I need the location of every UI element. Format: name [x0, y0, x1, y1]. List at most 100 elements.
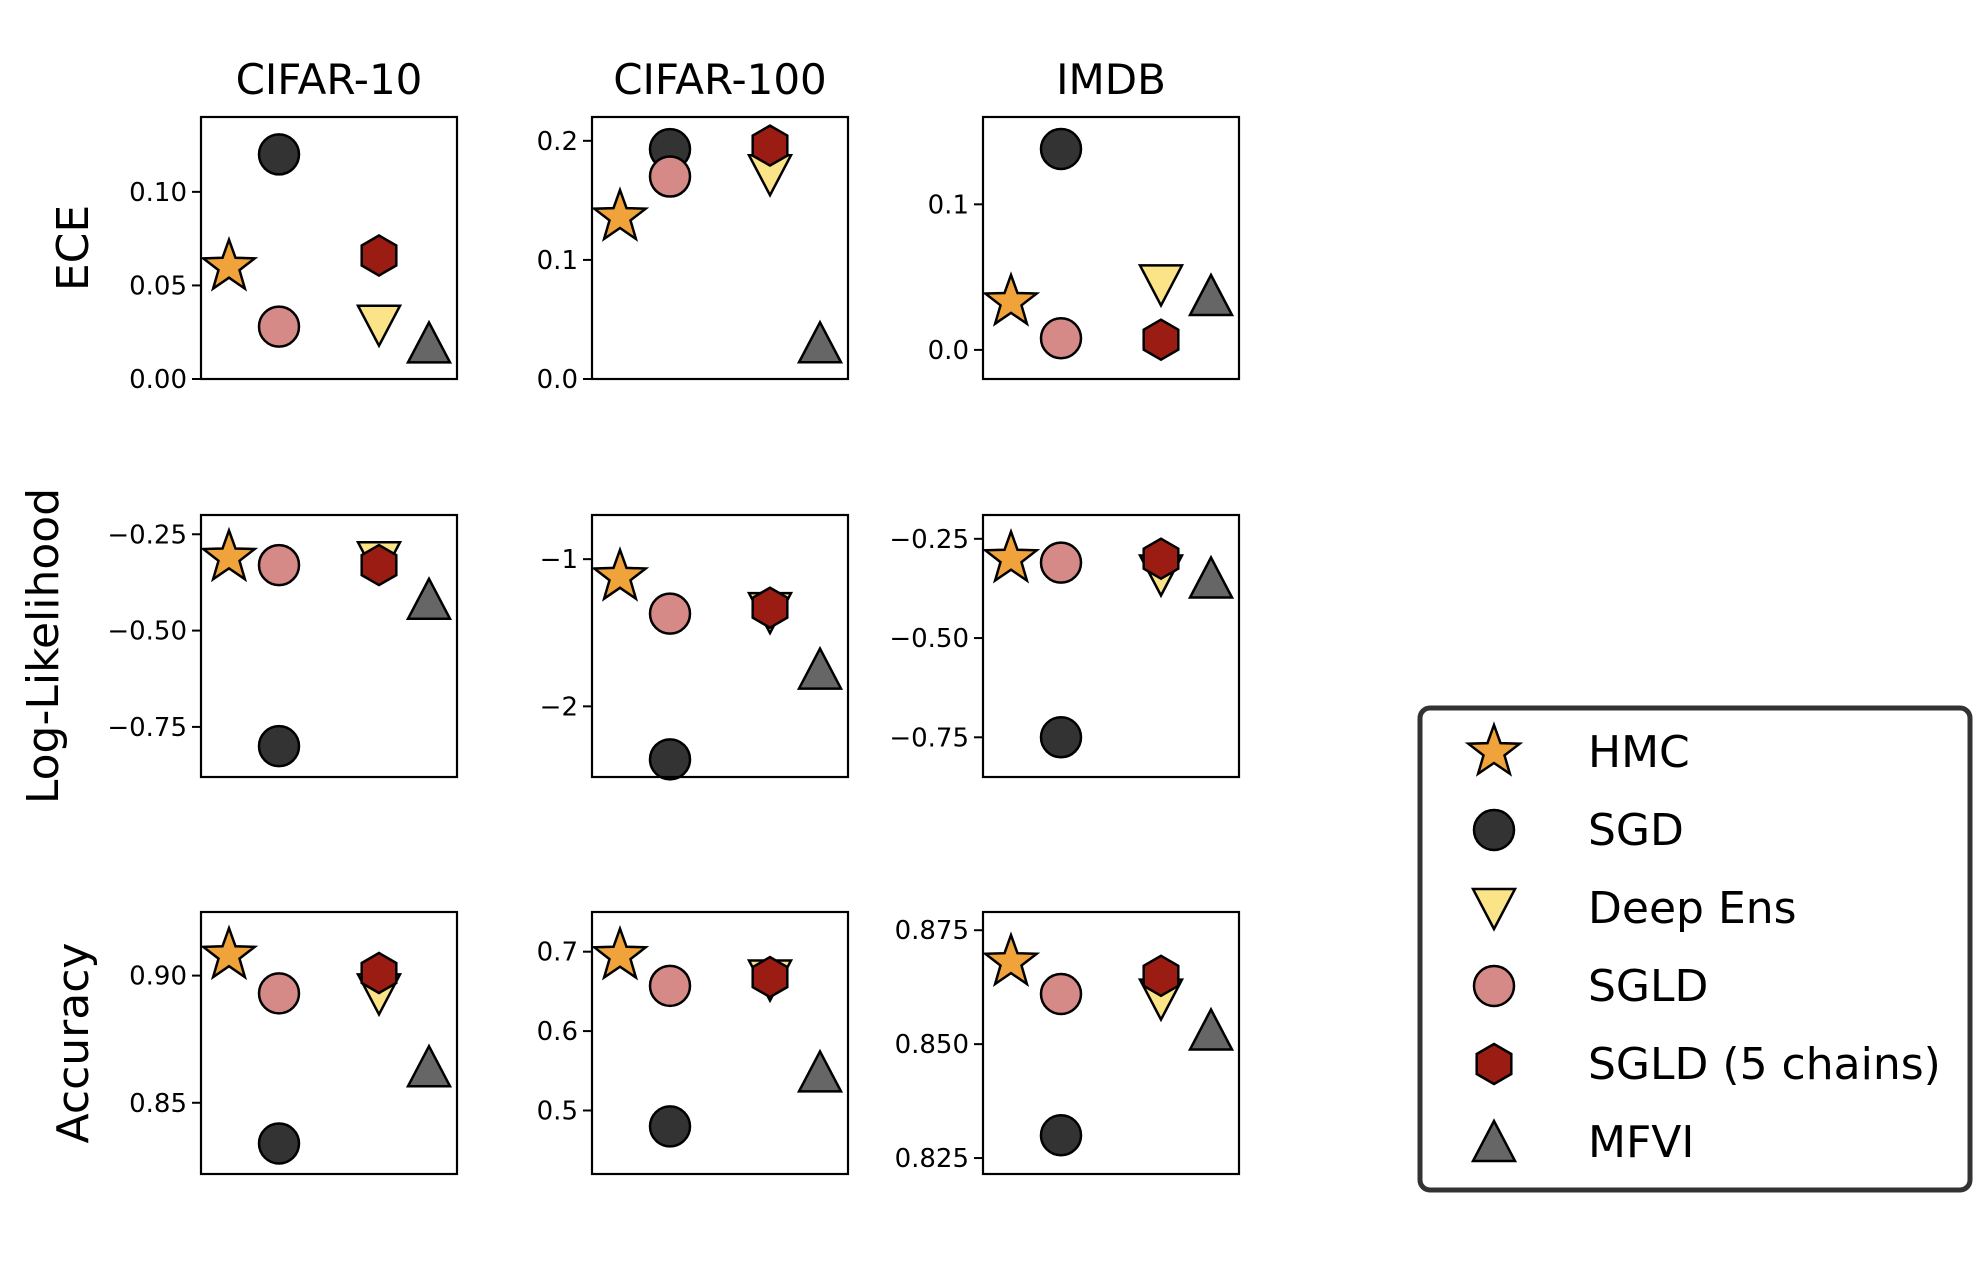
point-sgld-5-chains — [1142, 537, 1180, 581]
point-mfvi — [796, 645, 844, 690]
legend-marker-sgld-5-chains — [1475, 1042, 1513, 1086]
point-hmc — [981, 528, 1041, 584]
panels: 0.000.050.100.00.10.20.00.1−0.25−0.50−0.… — [107, 115, 1241, 1176]
y-tick-label: 0.825 — [895, 1144, 969, 1174]
y-tick-label: 0.7 — [537, 938, 578, 968]
point-mfvi — [1187, 272, 1235, 317]
panel-accuracy-cifar-10: 0.85 0.90 — [129, 910, 459, 1176]
point-hmc — [199, 924, 259, 981]
point-sgd — [648, 1105, 692, 1148]
panel-accuracy-cifar-100: 0.5 0.6 0.7 — [537, 910, 850, 1176]
y-tick-label: 0.85 — [129, 1089, 187, 1119]
y-tick-label: −1 — [540, 545, 578, 575]
axes-frame — [590, 910, 850, 1176]
legend-label-sgld: SGLD — [1588, 961, 1708, 1012]
legend-marker-hmc — [1464, 721, 1524, 777]
axes-frame — [199, 513, 459, 779]
point-sgld — [1039, 316, 1083, 360]
point-sgd — [1039, 127, 1083, 171]
y-tick-label: −0.50 — [107, 617, 187, 647]
point-hmc — [981, 931, 1041, 988]
legend-entry-hmc: HMC — [1464, 721, 1690, 778]
point-sgld-5-chains — [360, 234, 398, 277]
point-sgld-5-chains — [1142, 954, 1180, 998]
axes-frame — [981, 115, 1241, 381]
y-tick-label: −0.75 — [107, 713, 187, 743]
panel-log-likelihood-imdb: −0.25 −0.50 −0.75 — [889, 513, 1241, 779]
y-tick-label: 0.90 — [129, 962, 187, 992]
point-hmc — [981, 271, 1041, 327]
point-sgld-5-chains — [360, 543, 398, 587]
panel-ece-cifar-100: 0.0 0.1 0.2 — [537, 115, 850, 395]
row-label-accuracy: Accuracy — [48, 943, 99, 1144]
y-tick-label: −2 — [540, 692, 578, 722]
legend-marker-deep-ens — [1470, 887, 1518, 932]
point-sgld-5-chains — [751, 586, 789, 630]
legend-entry-sgld: SGLD — [1472, 961, 1708, 1012]
point-hmc — [590, 186, 650, 242]
panel-log-likelihood-cifar-100: −1 −2 — [540, 513, 850, 781]
panel-log-likelihood-cifar-10: −0.25 −0.50 −0.75 — [107, 513, 459, 779]
legend-label-deep-ens: Deep Ens — [1588, 883, 1797, 934]
legend-label-hmc: HMC — [1588, 727, 1690, 778]
point-sgld-5-chains — [751, 955, 789, 999]
point-deep-ens — [355, 304, 403, 349]
point-mfvi — [796, 319, 844, 364]
y-tick-label: 0.875 — [895, 916, 969, 946]
axes-frame — [981, 513, 1241, 779]
axes-frame — [590, 115, 850, 381]
point-mfvi — [405, 319, 453, 364]
panel-ece-imdb: 0.0 0.1 — [928, 115, 1241, 381]
y-tick-label: 0.10 — [129, 178, 187, 208]
row-labels: ECE Log-Likelihood Accuracy — [18, 205, 99, 1144]
legend-marker-sgd — [1472, 808, 1516, 852]
y-tick-label: −0.50 — [889, 624, 969, 654]
column-title-cifar-10: CIFAR-10 — [236, 55, 423, 104]
point-hmc — [590, 546, 650, 602]
row-label-ece: ECE — [48, 205, 99, 291]
point-mfvi — [1187, 1006, 1235, 1051]
y-tick-label: 0.850 — [895, 1030, 969, 1060]
point-mfvi — [1187, 554, 1235, 599]
point-sgld-5-chains — [1142, 318, 1180, 362]
panel-ece-cifar-10: 0.00 0.05 0.10 — [129, 115, 459, 395]
legend-entry-deep-ens: Deep Ens — [1470, 883, 1797, 934]
y-tick-label: 0.1 — [537, 246, 578, 276]
y-tick-label: −0.25 — [107, 520, 187, 550]
y-tick-label: 0.2 — [537, 127, 578, 157]
legend-entry-sgd: SGD — [1472, 805, 1684, 856]
legend-label-sgd: SGD — [1588, 805, 1684, 856]
y-tick-label: 0.00 — [129, 365, 187, 395]
point-sgld — [648, 592, 692, 635]
point-hmc — [590, 925, 650, 981]
point-sgld — [257, 972, 301, 1015]
column-title-cifar-100: CIFAR-100 — [613, 55, 827, 104]
point-mfvi — [796, 1048, 844, 1093]
legend-marker-mfvi — [1470, 1118, 1518, 1163]
axes-frame — [199, 115, 459, 381]
point-hmc — [199, 236, 259, 292]
point-sgld — [257, 305, 301, 348]
y-tick-label: 0.5 — [537, 1096, 578, 1126]
point-mfvi — [405, 576, 453, 621]
y-tick-label: −0.75 — [889, 723, 969, 753]
point-sgld-5-chains — [751, 124, 789, 168]
point-sgd — [257, 1122, 301, 1165]
axes-frame — [981, 910, 1241, 1176]
point-sgld — [257, 543, 301, 587]
point-sgd — [257, 724, 301, 768]
panel-accuracy-imdb: 0.825 0.850 0.875 — [895, 910, 1241, 1176]
point-sgd — [1039, 1114, 1083, 1157]
point-sgld — [1039, 541, 1083, 584]
y-tick-label: 0.0 — [928, 336, 969, 366]
point-sgld — [648, 155, 692, 198]
point-deep-ens — [1137, 264, 1185, 309]
column-title-imdb: IMDB — [1056, 55, 1166, 104]
legend: HMC SGD Deep Ens SGLD SGLD (5 chains) MFVI — [1417, 705, 1973, 1193]
axes-frame — [199, 910, 459, 1176]
point-sgd — [648, 738, 692, 781]
legend-marker-sgld — [1472, 964, 1516, 1008]
axes-frame — [590, 513, 850, 779]
legend-label-mfvi: MFVI — [1588, 1117, 1694, 1168]
